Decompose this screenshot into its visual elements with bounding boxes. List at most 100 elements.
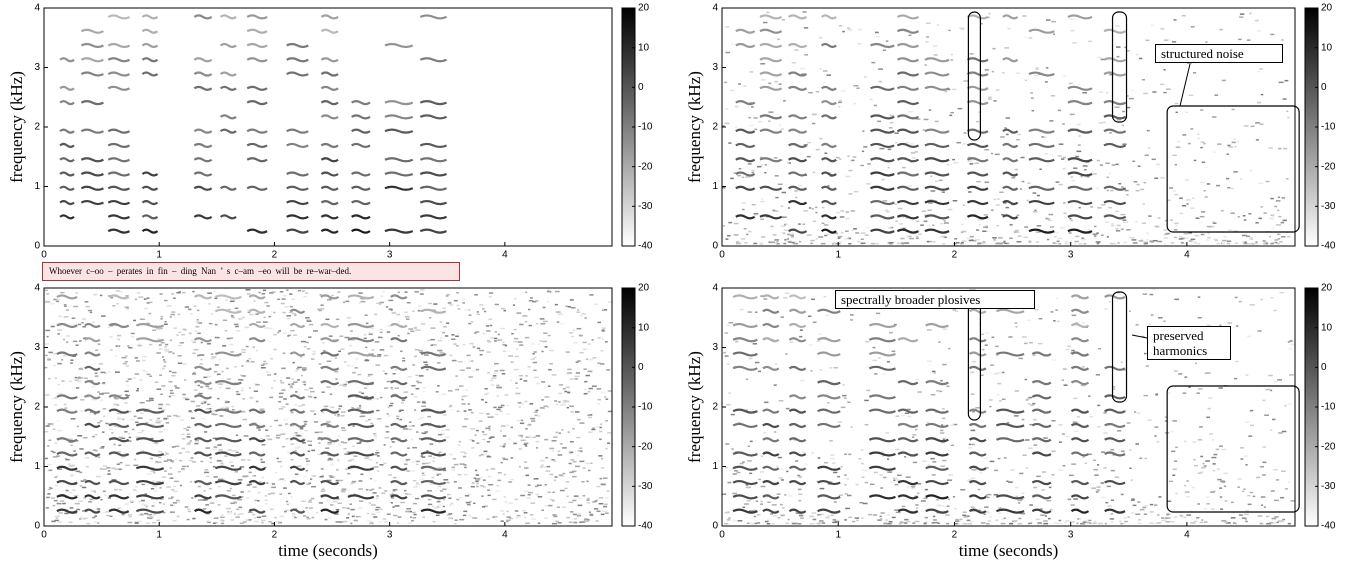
texture — [153, 472, 156, 474]
texture — [553, 479, 557, 482]
texture — [265, 435, 270, 437]
texture — [539, 459, 545, 462]
texture — [1278, 215, 1282, 218]
texture — [551, 374, 557, 376]
texture — [1071, 314, 1077, 317]
texture — [1248, 213, 1252, 215]
texture — [1206, 324, 1211, 327]
texture — [1032, 402, 1036, 405]
texture — [1046, 238, 1050, 241]
texture — [305, 469, 309, 472]
texture — [437, 485, 442, 488]
texture — [449, 504, 452, 507]
texture — [263, 466, 267, 469]
texture — [1250, 242, 1255, 245]
harmonic — [84, 494, 101, 500]
harmonic — [759, 214, 783, 220]
texture — [443, 414, 447, 416]
texture — [187, 426, 191, 429]
texture — [562, 401, 567, 404]
texture — [471, 344, 475, 346]
texture — [1276, 224, 1281, 226]
texture — [1027, 182, 1031, 184]
texture — [887, 148, 892, 151]
texture — [543, 517, 549, 519]
texture — [352, 425, 355, 427]
texture — [306, 516, 310, 519]
texture — [589, 513, 593, 516]
texture — [541, 509, 545, 512]
texture — [954, 522, 959, 525]
texture — [212, 522, 216, 524]
harmonic — [289, 508, 306, 514]
texture — [461, 403, 466, 405]
texture — [895, 511, 901, 514]
texture — [492, 375, 497, 377]
texture — [873, 514, 878, 516]
texture — [115, 290, 121, 292]
texture — [974, 162, 980, 165]
texture — [816, 522, 820, 525]
texture — [358, 292, 363, 294]
texture — [844, 474, 847, 476]
texture — [197, 309, 200, 312]
texture — [1063, 202, 1066, 204]
harmonic — [820, 171, 837, 177]
texture — [280, 465, 283, 468]
texture — [725, 26, 730, 28]
texture — [1013, 520, 1018, 522]
harmonic — [419, 199, 447, 206]
colorbar-tick-label: -20 — [1321, 441, 1336, 452]
texture — [47, 445, 50, 447]
texture — [551, 499, 555, 502]
colorbar-tick-label: -20 — [1321, 161, 1336, 172]
texture — [466, 367, 471, 369]
texture — [200, 358, 203, 361]
texture — [589, 358, 594, 361]
harmonic — [193, 422, 213, 429]
texture — [928, 109, 932, 111]
texture — [486, 330, 491, 332]
texture — [927, 209, 932, 212]
harmonic — [59, 171, 75, 177]
texture — [329, 476, 334, 478]
texture — [586, 520, 589, 522]
texture — [422, 387, 426, 389]
texture — [746, 499, 751, 502]
texture — [116, 412, 122, 415]
texture — [236, 508, 239, 510]
texture — [379, 464, 384, 466]
texture — [933, 519, 937, 521]
harmonic — [870, 85, 895, 91]
texture — [935, 180, 939, 182]
harmonic — [384, 228, 414, 234]
texture — [555, 520, 560, 523]
texture — [97, 343, 101, 345]
texture — [1081, 322, 1086, 324]
texture — [1017, 235, 1022, 237]
texture — [906, 408, 911, 411]
texture — [518, 465, 521, 468]
texture — [923, 220, 928, 223]
texture — [475, 331, 480, 333]
texture — [271, 486, 276, 489]
texture — [1258, 182, 1264, 184]
texture — [1240, 447, 1244, 449]
texture — [388, 404, 393, 407]
texture — [181, 437, 186, 440]
texture — [965, 515, 970, 517]
texture — [748, 357, 753, 360]
texture — [46, 293, 50, 295]
texture — [883, 476, 887, 479]
texture — [522, 315, 528, 317]
texture — [1209, 225, 1215, 228]
texture — [876, 35, 881, 38]
texture — [82, 326, 87, 328]
texture — [397, 516, 402, 518]
texture — [548, 504, 553, 507]
texture — [78, 340, 82, 342]
texture — [449, 453, 453, 456]
texture — [361, 392, 365, 395]
texture — [70, 362, 73, 364]
texture — [1205, 239, 1211, 241]
